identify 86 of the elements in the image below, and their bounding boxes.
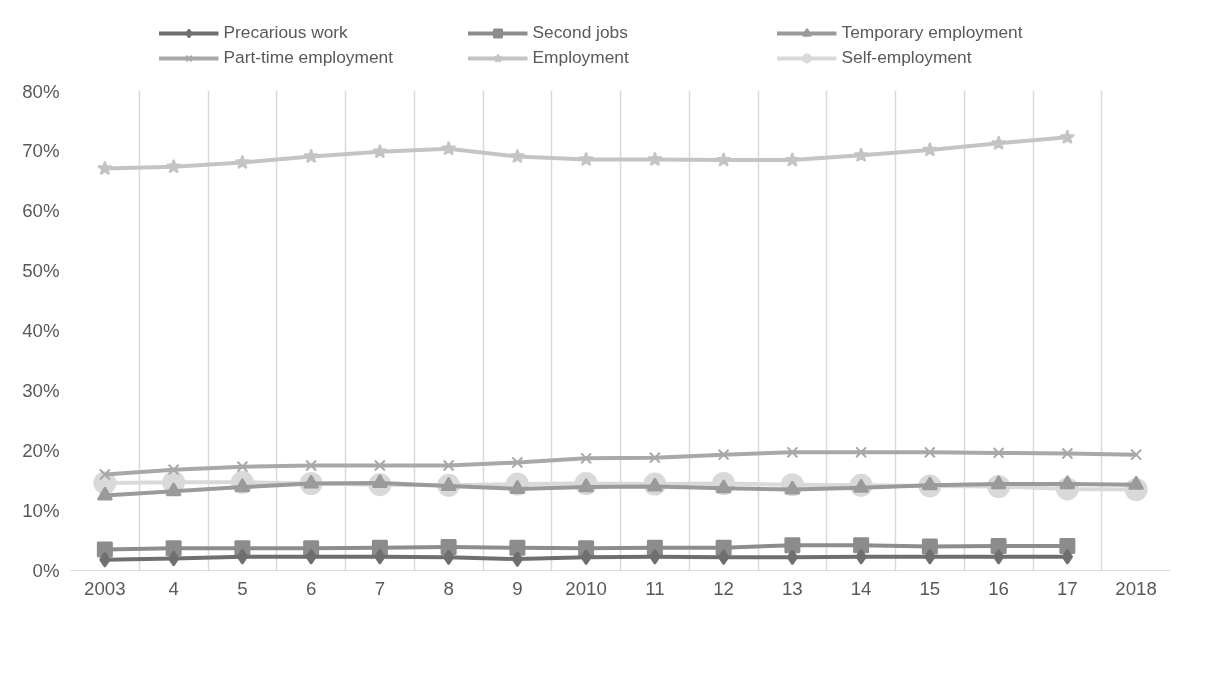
y-tick-label: 20% <box>22 440 60 461</box>
point <box>96 486 113 501</box>
point <box>924 548 936 565</box>
point <box>442 459 455 472</box>
point <box>236 548 249 565</box>
point <box>717 448 730 461</box>
point <box>372 143 388 159</box>
x-tick-label: 2018 <box>1115 577 1157 599</box>
x-tick-label: 6 <box>305 577 317 599</box>
point <box>165 482 182 497</box>
point <box>509 539 526 556</box>
x-tick-label: 14 <box>850 577 872 599</box>
legend-label: Part-time employment <box>223 47 394 68</box>
y-tick-label: 70% <box>22 140 60 161</box>
point <box>855 446 868 459</box>
y-tick-label: 60% <box>22 200 60 221</box>
point <box>373 459 386 472</box>
legend-label: Second jobs <box>532 22 629 43</box>
point <box>1059 129 1076 144</box>
point <box>1130 448 1143 461</box>
point <box>98 468 111 481</box>
legend-label: Employment <box>532 47 630 68</box>
point <box>509 148 526 164</box>
x-tick-label: 11 <box>645 577 665 599</box>
point <box>990 135 1007 150</box>
point <box>1061 447 1074 460</box>
point <box>97 160 113 176</box>
y-tick-label: 80% <box>22 80 60 102</box>
x-tick-label: 13 <box>782 577 803 599</box>
x-tick-label: 2003 <box>84 577 126 599</box>
point <box>717 549 730 566</box>
x-tick-label: 4 <box>168 577 179 599</box>
point <box>786 549 799 566</box>
y-tick-label: 0% <box>32 560 60 581</box>
point <box>990 537 1007 554</box>
point <box>923 446 936 459</box>
point <box>992 548 1005 565</box>
point <box>374 548 386 565</box>
point <box>511 456 524 469</box>
point <box>855 548 867 565</box>
point <box>580 452 593 465</box>
point <box>578 151 594 167</box>
legend-label: Self-employment <box>841 47 973 68</box>
legend-label: Temporary employment <box>841 22 1024 43</box>
x-tick-label: 5 <box>237 577 248 599</box>
point <box>511 551 524 568</box>
point <box>440 539 457 556</box>
y-tick-label: 40% <box>22 320 60 341</box>
point <box>165 158 182 174</box>
point <box>440 140 457 156</box>
point <box>303 148 319 164</box>
point <box>784 152 801 167</box>
point <box>784 537 801 554</box>
x-tick-label: 8 <box>443 577 454 599</box>
point <box>992 446 1005 459</box>
point <box>715 152 732 167</box>
point <box>853 147 869 162</box>
point <box>305 548 317 565</box>
point <box>1059 537 1076 554</box>
y-tick-label: 10% <box>22 500 60 521</box>
point <box>786 446 799 459</box>
x-tick-label: 2010 <box>565 577 607 599</box>
point <box>649 548 661 565</box>
point <box>305 459 318 472</box>
point <box>1061 548 1074 565</box>
point <box>922 141 938 157</box>
point <box>236 460 249 473</box>
point <box>442 549 455 566</box>
point <box>647 151 663 167</box>
legend-label: Precarious work <box>223 22 349 43</box>
y-tick-label: 30% <box>22 380 60 401</box>
point <box>853 537 870 554</box>
x-tick-label: 15 <box>919 577 941 599</box>
point <box>165 540 182 557</box>
x-tick-label: 12 <box>713 577 735 599</box>
point <box>167 550 180 567</box>
point <box>167 463 180 476</box>
x-tick-label: 17 <box>1057 577 1078 599</box>
point <box>234 154 251 170</box>
x-tick-label: 7 <box>374 577 386 599</box>
point <box>580 549 592 566</box>
point <box>648 451 661 464</box>
x-tick-label: 16 <box>988 577 1010 599</box>
point <box>99 551 111 568</box>
y-tick-label: 50% <box>22 260 60 281</box>
x-tick-label: 9 <box>512 577 523 599</box>
